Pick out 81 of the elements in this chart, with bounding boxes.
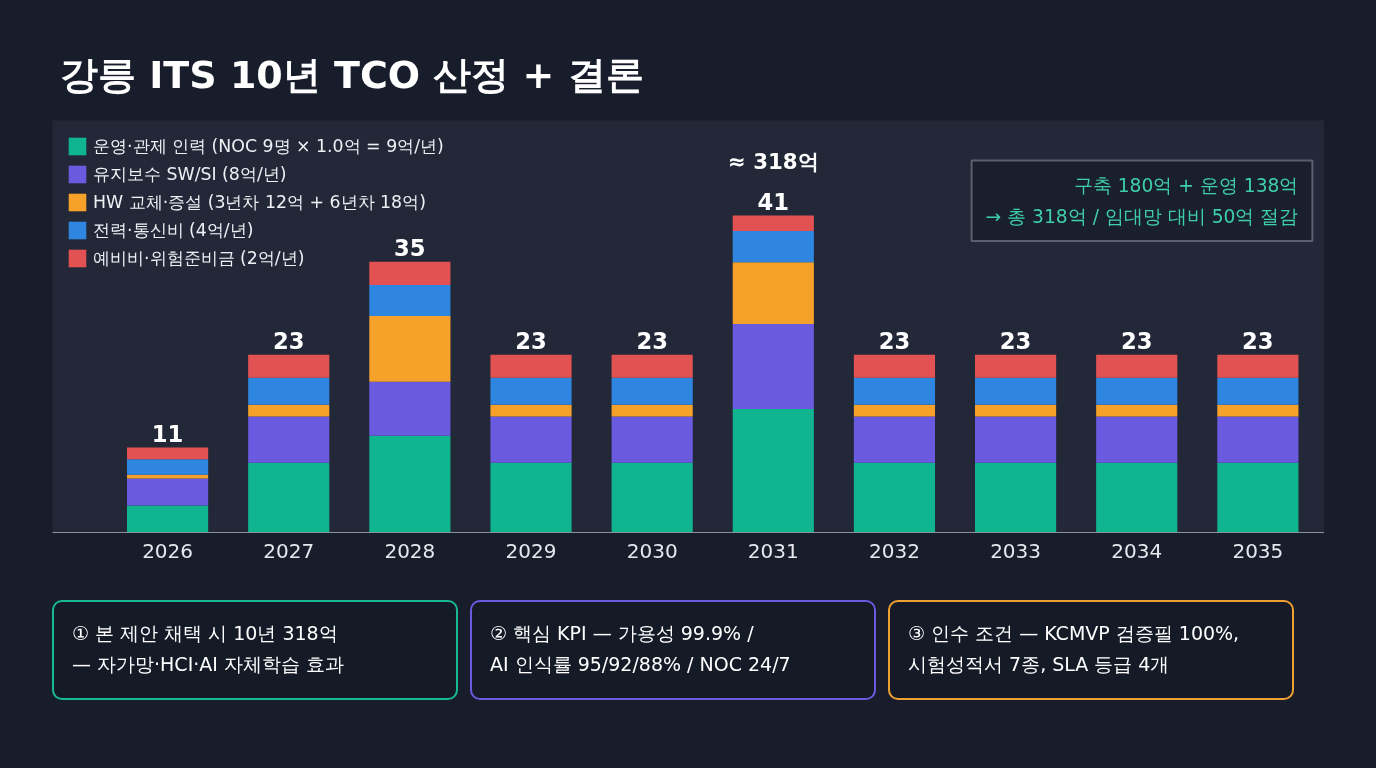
bar bbox=[975, 416, 1057, 464]
chart-title: 강릉 ITS 10년 TCO 산정 + 결론 bbox=[60, 52, 644, 99]
bar bbox=[975, 463, 1057, 533]
legend-label: HW 교체·증설 (3년차 12억 + 6년차 18억) bbox=[93, 191, 426, 215]
bar bbox=[369, 285, 451, 317]
x-tick-label: 2026 bbox=[142, 538, 194, 563]
annotation: 23 bbox=[515, 327, 547, 354]
bar bbox=[490, 463, 572, 533]
bar bbox=[127, 478, 209, 506]
x-tick-label: 2031 bbox=[747, 538, 799, 563]
annotation: 35 bbox=[394, 235, 426, 262]
bar bbox=[127, 475, 209, 479]
bar bbox=[248, 463, 330, 533]
x-tick-label: 2028 bbox=[384, 538, 436, 563]
bar bbox=[853, 354, 936, 379]
legend-label: 전력·통신비 (4억/년) bbox=[93, 219, 254, 243]
bar bbox=[853, 378, 936, 406]
bar bbox=[369, 436, 451, 533]
bar bbox=[369, 316, 451, 382]
legend-label: 유지보수 SW/SI (8억/년) bbox=[93, 163, 287, 187]
bar bbox=[1096, 405, 1178, 417]
annotation: 23 bbox=[1242, 327, 1274, 354]
bar bbox=[611, 416, 693, 464]
bar bbox=[853, 405, 936, 417]
bar bbox=[1217, 463, 1299, 533]
annotation: ≈ 318억 bbox=[727, 148, 819, 174]
bar bbox=[975, 405, 1057, 417]
bar bbox=[369, 381, 451, 437]
bar bbox=[1096, 378, 1178, 406]
bar bbox=[732, 324, 814, 410]
x-tick-label: 2027 bbox=[263, 538, 315, 563]
bar bbox=[1217, 416, 1299, 464]
legend-label: 예비비·위험준비금 (2억/년) bbox=[93, 247, 305, 271]
annotation: 23 bbox=[878, 327, 911, 354]
bar bbox=[611, 354, 693, 379]
bar bbox=[490, 378, 572, 406]
bar bbox=[732, 231, 814, 263]
bar bbox=[490, 354, 572, 379]
bar bbox=[1217, 378, 1299, 406]
bar bbox=[127, 459, 209, 476]
annotation: 23 bbox=[636, 327, 668, 354]
bar bbox=[248, 405, 330, 417]
bar bbox=[490, 416, 572, 464]
bar bbox=[853, 463, 936, 533]
bar bbox=[1217, 354, 1299, 379]
bar bbox=[1096, 463, 1178, 533]
bar bbox=[611, 463, 693, 533]
legend-label: 운영·관제 인력 (NOC 9명 × 1.0억 = 9억/년) bbox=[93, 135, 444, 159]
bar bbox=[490, 405, 572, 417]
annotation: 41 bbox=[757, 188, 790, 215]
x-tick-label: 2033 bbox=[990, 538, 1042, 563]
bar bbox=[248, 354, 330, 379]
x-tick-label: 2035 bbox=[1232, 538, 1284, 563]
bar bbox=[732, 215, 814, 232]
bar bbox=[975, 378, 1057, 406]
bar bbox=[1217, 405, 1299, 417]
bar bbox=[369, 262, 451, 286]
bar bbox=[127, 505, 209, 533]
bar bbox=[1096, 354, 1178, 379]
text: ② 핵심 KPI — 가용성 99.9% / AI 인식률 95/92/88% / NOC 24/7 bbox=[490, 621, 791, 677]
bar bbox=[732, 409, 814, 533]
bar bbox=[248, 378, 330, 406]
text: ③ 인수 조건 — KCMVP 검증필 100%, 시험성적서 7종, SLA 등급 4개 bbox=[908, 621, 1240, 677]
annotation: 11 bbox=[151, 420, 184, 447]
bar bbox=[611, 405, 693, 417]
bar bbox=[732, 262, 814, 325]
bar bbox=[975, 354, 1057, 379]
x-tick-label: 2030 bbox=[626, 538, 678, 563]
text: ① 본 제안 채택 시 10년 318억 — 자가망·HCI·AI 자체학습 효과 bbox=[72, 621, 344, 677]
bar bbox=[127, 447, 209, 460]
x-tick-label: 2032 bbox=[868, 538, 920, 563]
x-tick-label: 2034 bbox=[1111, 538, 1163, 563]
annotation: 23 bbox=[999, 327, 1032, 354]
bar bbox=[248, 416, 330, 464]
x-tick-label: 2029 bbox=[505, 538, 557, 563]
annotation: 구축 180억 + 운영 138억 → 총 318억 / 임대망 대비 50억 절감 bbox=[985, 174, 1299, 228]
bar bbox=[853, 416, 936, 464]
bar bbox=[1096, 416, 1178, 464]
annotation: 23 bbox=[272, 327, 305, 354]
annotation: 23 bbox=[1120, 327, 1153, 354]
bar bbox=[611, 378, 693, 406]
